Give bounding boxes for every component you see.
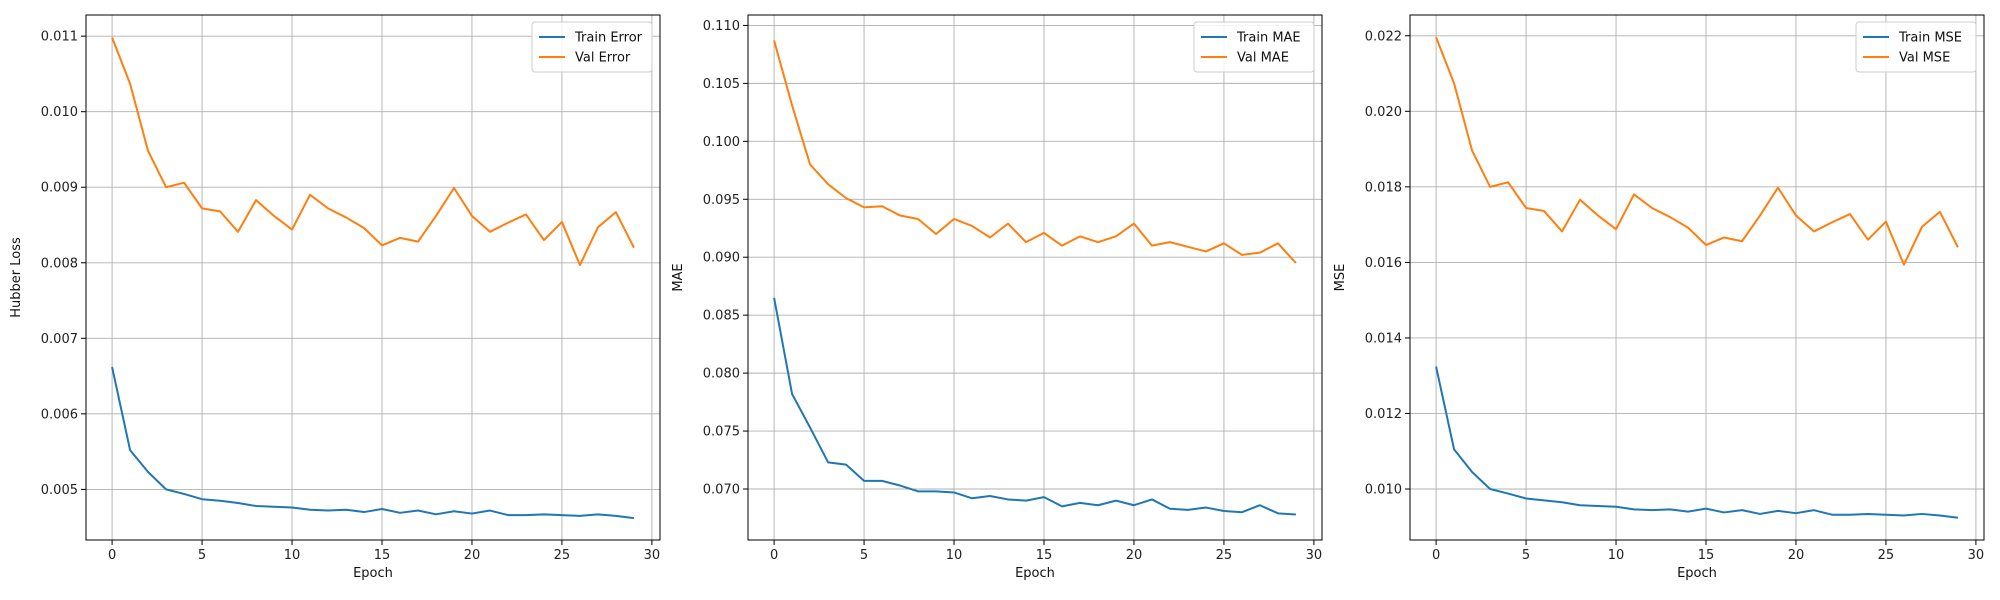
x-tick-label: 20 [1126, 548, 1143, 563]
x-tick-label: 0 [770, 548, 778, 563]
y-tick-label: 0.100 [703, 135, 740, 150]
y-tick-label: 0.010 [41, 105, 78, 120]
x-tick-label: 0 [108, 548, 116, 563]
chart-panel-1: 0 5 10 15 20 25 30 0.005 0.006 0.007 0.008 0.009 0.0… [9, 14, 661, 581]
axes-frame [747, 14, 1323, 541]
legend-box [531, 21, 653, 73]
y-tick-label: 0.095 [703, 193, 740, 208]
x-tick-label: 20 [464, 548, 481, 563]
x-tick-label: 0 [1432, 548, 1440, 563]
y-tick-label: 0.018 [1365, 180, 1402, 195]
y-tick-label: 0.105 [703, 77, 740, 92]
legend: Train MSE Val MSE [1855, 21, 1977, 73]
series-line-train-mse [1435, 366, 1959, 519]
y-tick-label: 0.009 [41, 181, 78, 196]
series-line-val-mae [773, 40, 1297, 264]
y-tick-label: 0.090 [703, 251, 740, 266]
x-tick-label: 25 [1878, 548, 1895, 563]
y-tick-label: 0.085 [703, 309, 740, 324]
y-tick-label: 0.011 [41, 30, 78, 45]
axes-frame [1409, 14, 1985, 541]
x-tick-label: 5 [860, 548, 868, 563]
x-tick-label: 5 [198, 548, 206, 563]
x-tick-label: 10 [946, 548, 963, 563]
legend-entry-label: Train Error [574, 31, 643, 46]
y-tick-label: 0.014 [1365, 331, 1402, 346]
x-tick-label: 20 [1788, 548, 1805, 563]
chart-panel-2: 0 5 10 15 20 25 30 0.070 0.075 0.080 0.085 0.090 0.0… [671, 14, 1323, 581]
chart-panel-3: 0 5 10 15 20 25 30 0.010 0.012 0.014 0.016 0.018 0.0… [1333, 14, 1985, 581]
legend-entry-label: Train MSE [1898, 31, 1962, 46]
series-line-val-mse [1435, 36, 1959, 266]
y-tick-label: 0.022 [1365, 29, 1402, 44]
y-tick-label: 0.070 [703, 483, 740, 498]
x-axis-label: Epoch [353, 566, 393, 581]
x-tick-label: 25 [554, 548, 571, 563]
y-tick-label: 0.005 [41, 483, 78, 498]
legend-entry-label: Val MAE [1237, 51, 1289, 66]
y-tick-label: 0.080 [703, 367, 740, 382]
legend-entry-label: Val MSE [1899, 51, 1950, 66]
y-axis-label: Hubber Loss [9, 237, 24, 318]
axes-frame [85, 14, 661, 541]
legend: Train MAE Val MAE [1193, 21, 1315, 73]
series-line-train-mae [773, 297, 1296, 516]
y-axis-label: MAE [671, 263, 686, 291]
y-tick-label: 0.110 [703, 19, 740, 34]
series-line-val-error [111, 37, 635, 267]
x-tick-label: 15 [374, 548, 391, 563]
y-tick-label: 0.016 [1365, 256, 1402, 271]
y-tick-label: 0.075 [703, 425, 740, 440]
x-tick-label: 15 [1698, 548, 1715, 563]
x-tick-label: 25 [1216, 548, 1233, 563]
x-tick-label: 10 [1608, 548, 1625, 563]
legend-box [1193, 21, 1315, 73]
legend-entry-label: Val Error [575, 51, 631, 66]
y-tick-label: 0.010 [1365, 483, 1402, 498]
y-axis-label: MSE [1333, 264, 1348, 292]
y-tick-label: 0.012 [1365, 407, 1402, 422]
y-tick-label: 0.007 [41, 332, 78, 347]
x-tick-label: 10 [284, 548, 301, 563]
x-tick-label: 5 [1522, 548, 1530, 563]
y-tick-label: 0.006 [41, 407, 78, 422]
y-tick-label: 0.008 [41, 256, 78, 271]
x-axis-label: Epoch [1677, 566, 1717, 581]
x-tick-label: 30 [1968, 548, 1985, 563]
legend-entry-label: Train MAE [1236, 31, 1301, 46]
x-tick-label: 30 [644, 548, 661, 563]
y-tick-label: 0.020 [1365, 105, 1402, 120]
legend-box [1855, 21, 1977, 73]
x-tick-label: 15 [1036, 548, 1053, 563]
x-tick-label: 30 [1306, 548, 1323, 563]
legend: Train Error Val Error [531, 21, 653, 73]
series-line-train-error [111, 366, 635, 520]
x-axis-label: Epoch [1015, 566, 1055, 581]
